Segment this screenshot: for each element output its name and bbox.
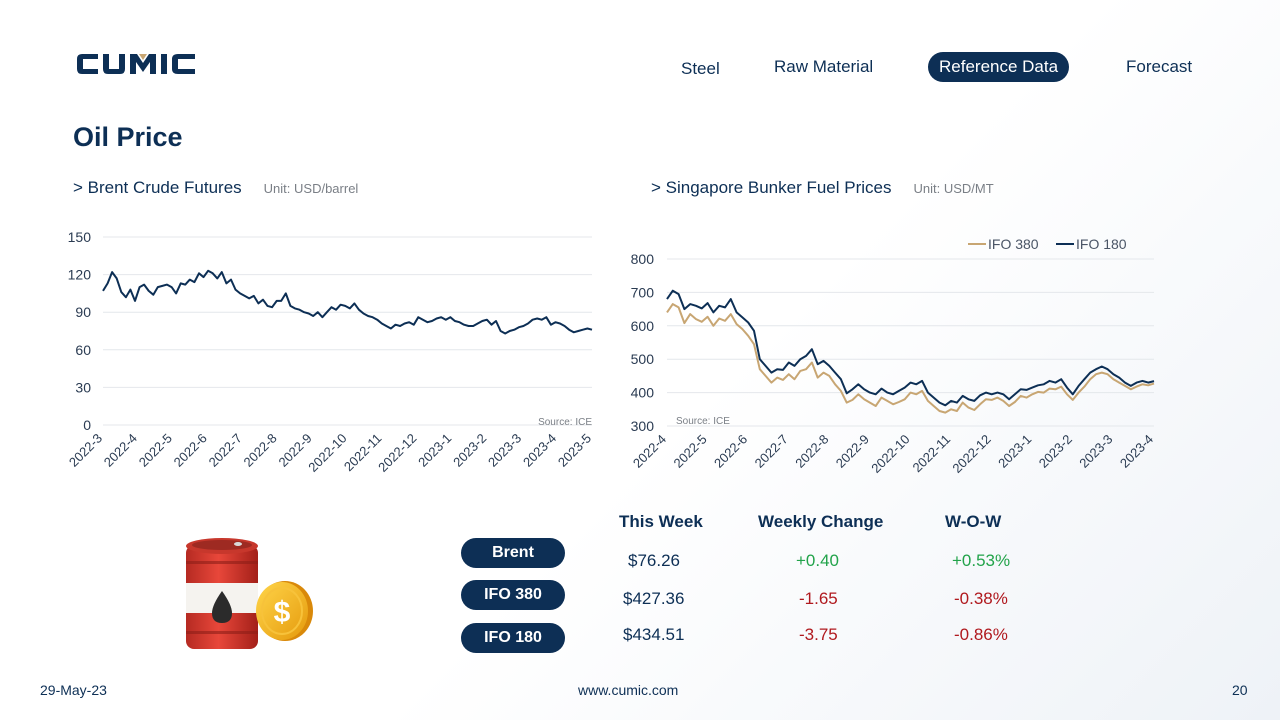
brent-chart-title: > Brent Crude Futures — [73, 178, 242, 197]
bunker-chart-heading: > Singapore Bunker Fuel Prices Unit: USD/… — [651, 178, 994, 198]
svg-text:$: $ — [274, 596, 291, 629]
brent-this-week: $76.26 — [628, 551, 680, 570]
bunker-ytick-label: 400 — [631, 385, 655, 401]
ifo380-this-week: $427.36 — [623, 589, 685, 608]
nav-item-steel[interactable]: Steel — [681, 59, 720, 78]
bunker-xtick-label: 2023-1 — [995, 432, 1034, 471]
bunker-xtick-label: 2022-12 — [949, 432, 993, 476]
bunker-chart-title: > Singapore Bunker Fuel Prices — [651, 178, 892, 197]
brent-xtick-label: 2022-12 — [375, 431, 419, 475]
bunker-series-ifo180-line — [666, 289, 1155, 407]
brent-price-chart: 03060901201502022-32022-42022-52022-6202… — [66, 229, 594, 475]
page-title: Oil Price — [73, 122, 183, 152]
bunker-xtick-label: 2022-8 — [792, 432, 831, 471]
bunker-xtick-label: 2022-10 — [868, 432, 912, 476]
row-label-brent: Brent — [461, 538, 565, 568]
bunker-source-label: Source: ICE — [676, 416, 730, 427]
brent-xtick-label: 2022-3 — [66, 431, 105, 470]
bunker-xtick-label: 2022-11 — [910, 432, 954, 476]
bunker-series-ifo380-line — [666, 303, 1155, 414]
nav-item-forecast[interactable]: Forecast — [1126, 57, 1193, 76]
footer-date: 29-May-23 — [40, 682, 107, 698]
brent-xtick-label: 2023-1 — [415, 431, 454, 470]
ifo380-weekly-change: -1.65 — [799, 589, 838, 608]
brent-xtick-label: 2022-7 — [206, 431, 245, 470]
bunker-ytick-label: 700 — [631, 284, 655, 300]
bunker-xtick-label: 2023-3 — [1076, 432, 1115, 471]
bunker-xtick-label: 2022-7 — [752, 432, 791, 471]
brent-chart-heading: > Brent Crude Futures Unit: USD/barrel — [73, 178, 358, 198]
brent-xtick-label: 2023-5 — [555, 431, 594, 470]
brent-ytick-label: 60 — [75, 342, 91, 358]
brent-chart-unit: Unit: USD/barrel — [263, 181, 359, 196]
brent-ytick-label: 150 — [68, 229, 92, 245]
brent-ytick-label: 90 — [75, 304, 91, 320]
bunker-xtick-label: 2022-4 — [630, 432, 669, 471]
col-header-this-week: This Week — [619, 512, 703, 531]
bunker-ytick-label: 800 — [631, 251, 655, 267]
brent-wow: +0.53% — [952, 551, 1011, 570]
dollar-coin-icon: $ — [256, 581, 313, 641]
brent-xtick-label: 2023-3 — [485, 431, 524, 470]
brent-xtick-label: 2022-6 — [171, 431, 210, 470]
top-nav: Steel Raw Material Reference Data Foreca… — [0, 52, 1280, 82]
row-label-ifo180: IFO 180 — [461, 623, 565, 653]
bunker-xtick-label: 2022-6 — [711, 432, 750, 471]
page-number: 20 — [1232, 682, 1248, 698]
ifo180-this-week: $434.51 — [623, 625, 685, 644]
ifo180-wow: -0.86% — [954, 625, 1008, 644]
nav-item-reference-data[interactable]: Reference Data — [928, 52, 1070, 82]
bunker-xtick-label: 2022-5 — [670, 432, 709, 471]
brent-xtick-label: 2022-8 — [241, 431, 280, 470]
nav-item-raw-material[interactable]: Raw Material — [774, 57, 874, 76]
brent-xtick-label: 2023-2 — [450, 431, 489, 470]
footer-website[interactable]: www.cumic.com — [578, 682, 679, 698]
brent-xtick-label: 2022-4 — [101, 431, 140, 470]
bunker-ytick-label: 500 — [631, 351, 655, 367]
brent-series-price-line — [102, 269, 593, 335]
bunker-legend-ifo180-label: IFO 180 — [1076, 236, 1127, 252]
brent-weekly-change: +0.40 — [796, 551, 840, 570]
bunker-xtick-label: 2023-4 — [1117, 432, 1156, 471]
cumic-logo[interactable] — [76, 52, 204, 81]
row-label-ifo380: IFO 380 — [461, 580, 565, 610]
bunker-chart-unit: Unit: USD/MT — [913, 181, 994, 196]
col-header-weekly-change: Weekly Change — [758, 512, 884, 531]
brent-ytick-label: 0 — [83, 417, 91, 433]
cumic-logo-mark — [77, 54, 195, 74]
bunker-ytick-label: 600 — [631, 318, 655, 334]
bunker-legend-ifo380-label: IFO 380 — [988, 236, 1039, 252]
bunker-xtick-label: 2023-2 — [1036, 432, 1075, 471]
col-header-wow: W-O-W — [945, 512, 1002, 531]
bunker-xtick-label: 2022-9 — [833, 432, 872, 471]
oil-barrel-icon — [186, 538, 258, 649]
ifo380-wow: -0.38% — [954, 589, 1008, 608]
bunker-ytick-label: 300 — [631, 418, 655, 434]
brent-ytick-label: 30 — [75, 379, 91, 395]
brent-xtick-label: 2022-5 — [136, 431, 175, 470]
ifo180-weekly-change: -3.75 — [799, 625, 838, 644]
brent-xtick-label: 2022-10 — [305, 431, 349, 475]
brent-source-label: Source: ICE — [538, 417, 592, 428]
brent-ytick-label: 120 — [68, 267, 92, 283]
brent-xtick-label: 2023-4 — [520, 431, 559, 470]
